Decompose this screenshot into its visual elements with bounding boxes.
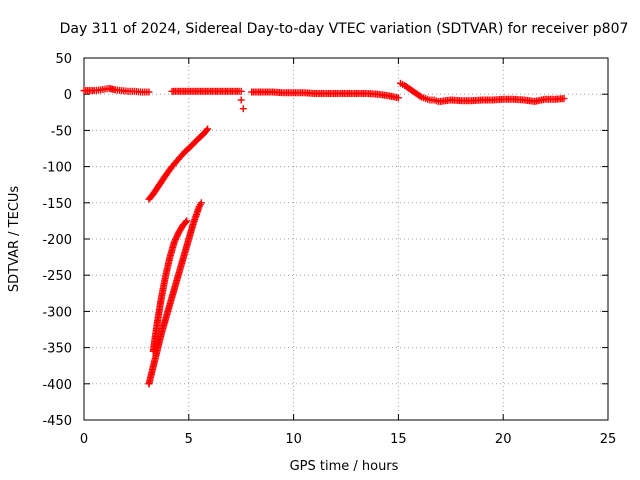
grid	[84, 58, 608, 420]
x-tick-label: 20	[495, 432, 512, 447]
chart-title: Day 311 of 2024, Sidereal Day-to-day VTE…	[60, 21, 629, 37]
data-point	[145, 88, 153, 96]
x-axis-label: GPS time / hours	[290, 459, 399, 474]
data-point	[203, 126, 211, 134]
y-tick-label: -300	[42, 305, 72, 320]
data-point	[183, 217, 191, 225]
y-axis-label: SDTVAR / TECUs	[7, 186, 22, 293]
y-tick-label: 50	[55, 52, 72, 67]
data-point	[204, 125, 212, 133]
y-tick-label: -350	[42, 342, 72, 357]
y-tick-label: -100	[42, 161, 72, 176]
y-tick-label: -50	[51, 124, 72, 139]
axis-ticks	[83, 57, 609, 421]
data-point	[394, 94, 402, 102]
data-point	[560, 95, 568, 103]
y-tick-label: 0	[64, 88, 72, 103]
y-tick-label: -400	[42, 378, 72, 393]
data-point	[239, 105, 247, 113]
x-tick-label: 5	[185, 432, 193, 447]
y-tick-label: -200	[42, 233, 72, 248]
data-point	[197, 199, 205, 207]
y-tick-label: -150	[42, 197, 72, 212]
tick-labels: 0 5 10 15 20 25 50 0 -50 -100 -150 -200 -250 -300 -350…	[42, 52, 616, 447]
x-tick-label: 0	[80, 432, 88, 447]
data-point	[182, 218, 190, 226]
data-points	[80, 79, 568, 388]
x-tick-label: 10	[285, 432, 302, 447]
y-tick-label: -250	[42, 269, 72, 284]
data-point	[237, 96, 245, 104]
x-tick-label: 15	[390, 432, 407, 447]
x-tick-label: 25	[600, 432, 617, 447]
data-point	[237, 87, 245, 95]
y-tick-label: -450	[42, 414, 72, 429]
